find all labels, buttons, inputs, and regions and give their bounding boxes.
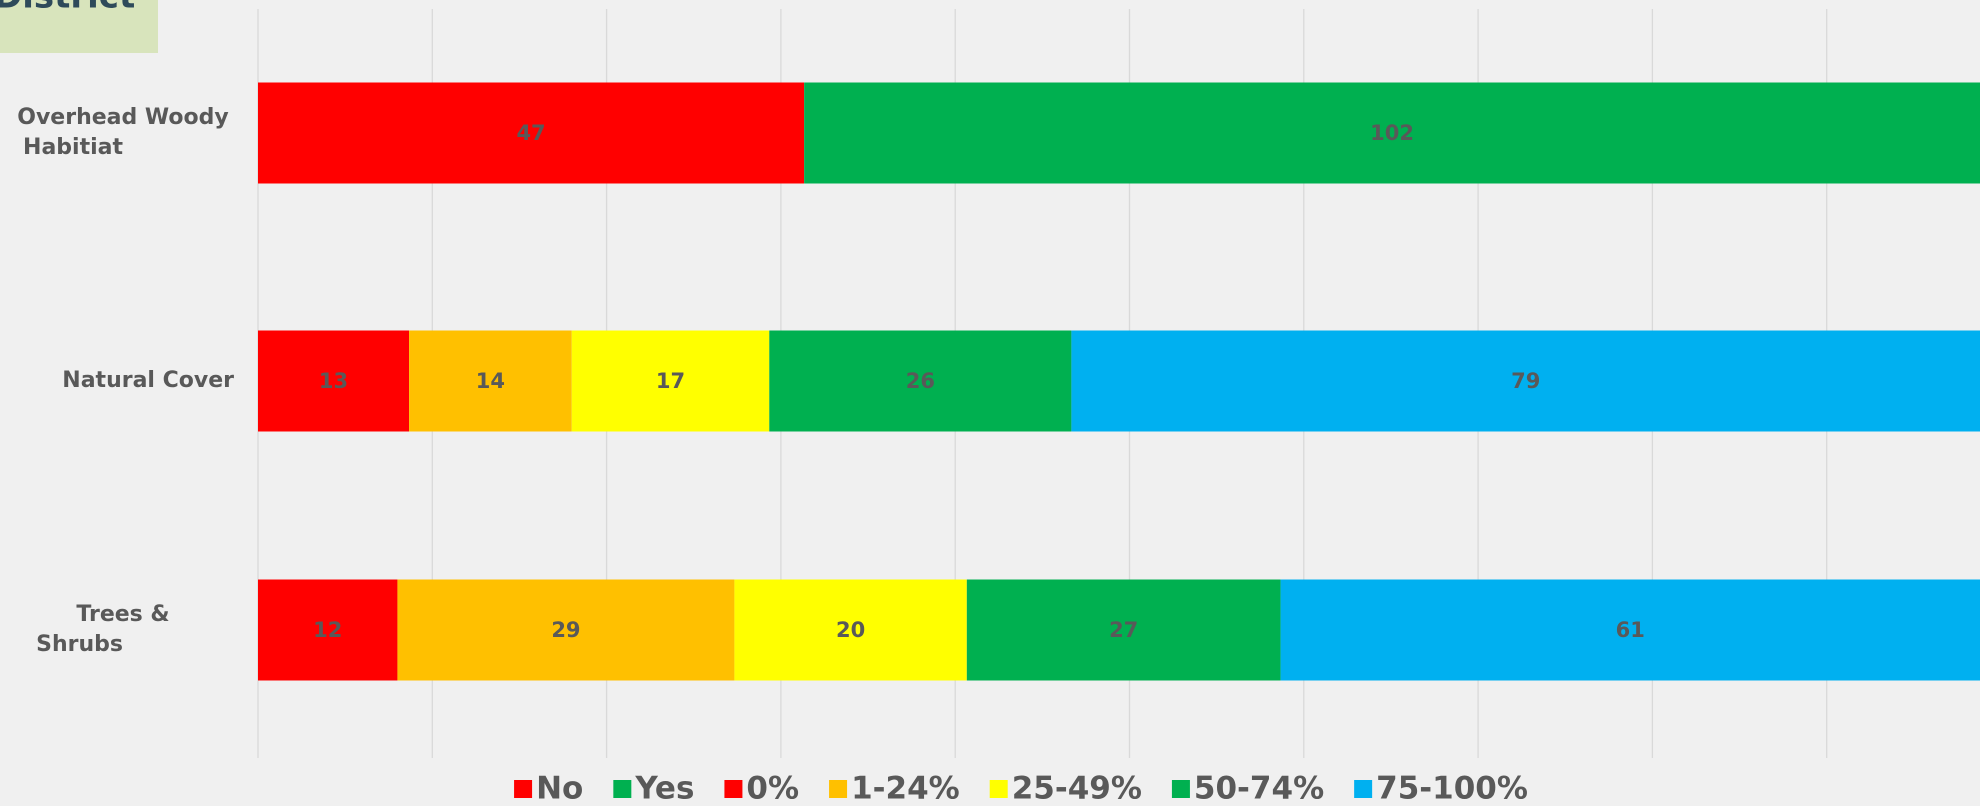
data-label: 17 xyxy=(656,369,685,393)
chart: District Overhead WoodyHabitiat 47 102 Natu… xyxy=(0,0,1980,806)
data-label: 26 xyxy=(906,369,935,393)
data-label: 20 xyxy=(836,618,865,642)
data-label: 102 xyxy=(1370,121,1414,145)
legend-label: 25-49% xyxy=(1012,771,1142,806)
legend-swatch xyxy=(724,780,742,798)
legend-label: 0% xyxy=(746,771,799,806)
legend-swatch xyxy=(1172,780,1190,798)
legend-label: Yes xyxy=(634,771,694,806)
legend-swatch xyxy=(514,780,532,798)
legend-label: 50-74% xyxy=(1194,771,1324,806)
y-tick-label: Trees &Shrubs xyxy=(36,602,169,657)
legend: No Yes 0% 1-24% 25-49% 50-74% 75-100% xyxy=(514,771,1528,806)
legend-swatch xyxy=(990,780,1008,798)
data-label: 61 xyxy=(1616,618,1645,642)
legend-swatch xyxy=(1354,780,1372,798)
data-label: 47 xyxy=(516,121,545,145)
data-label: 12 xyxy=(313,618,342,642)
data-label: 14 xyxy=(476,369,505,393)
legend-label: No xyxy=(536,771,583,806)
legend-swatch xyxy=(613,780,631,798)
data-label: 79 xyxy=(1511,369,1540,393)
data-label: 29 xyxy=(551,618,580,642)
y-tick-label: Natural Cover xyxy=(62,368,234,393)
data-label: 13 xyxy=(319,369,348,393)
legend-swatch xyxy=(829,780,847,798)
legend-label: 75-100% xyxy=(1376,771,1528,806)
chart-title: District xyxy=(0,0,135,17)
data-label: 27 xyxy=(1109,618,1138,642)
legend-label: 1-24% xyxy=(851,771,960,806)
